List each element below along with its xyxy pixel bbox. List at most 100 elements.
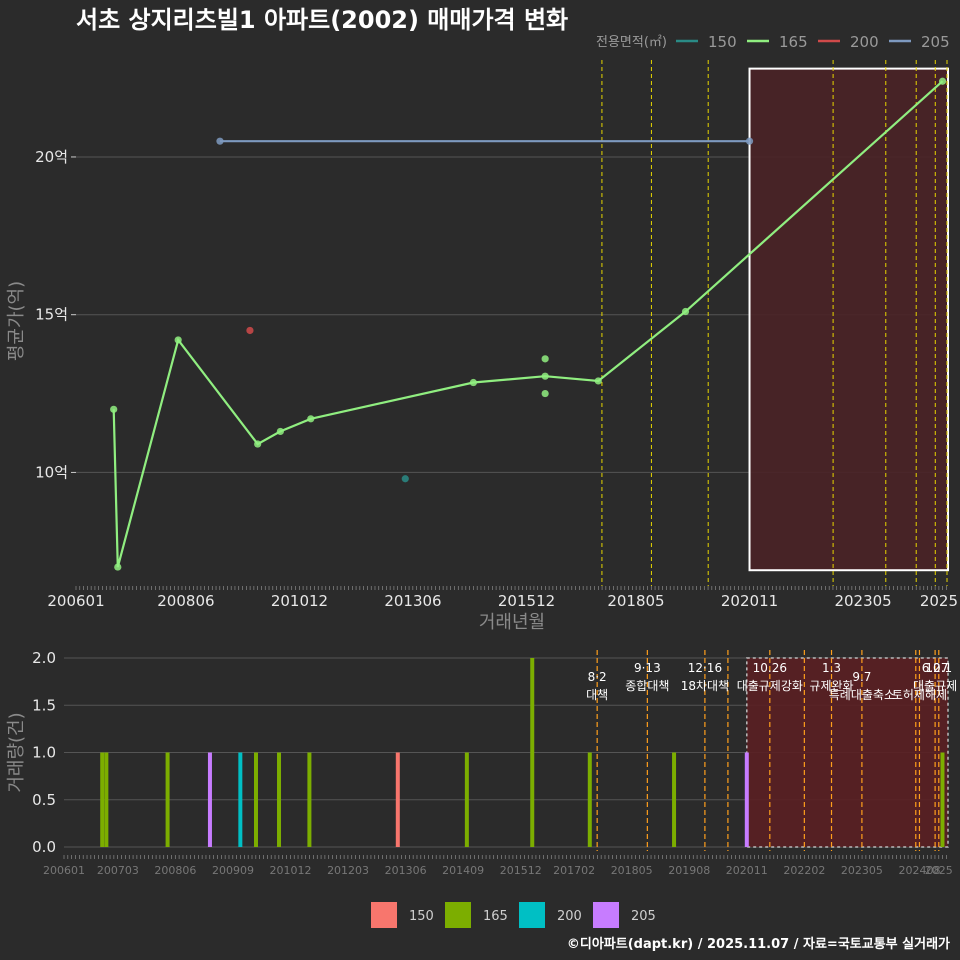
legend-key-200 xyxy=(519,902,545,928)
x-tick-label: 201908 xyxy=(668,864,710,877)
legend-label-150: 150 xyxy=(409,909,434,924)
data-point-165 xyxy=(307,415,315,423)
bar-150 xyxy=(395,752,400,847)
bar-165 xyxy=(253,752,258,847)
y-tick-label: 0.0 xyxy=(32,838,56,856)
data-point-165_extra xyxy=(541,389,549,398)
data-point-165 xyxy=(469,378,477,387)
annotation-date: 6.27 xyxy=(922,661,949,675)
x-tick-label: 201512 xyxy=(498,592,555,610)
x-tick-label: 202202 xyxy=(783,864,825,877)
annotation-label: 규제완화 xyxy=(809,679,853,693)
price-plot: 10억 15억 20억 200601 200806 201012 201306 201512 2… xyxy=(6,60,958,633)
data-point-200 xyxy=(246,326,254,335)
data-point-165 xyxy=(541,372,549,380)
volume-plot: 0.0 0.5 1.0 1.5 2.0 8·2 대책 9·13 종합대책 12·16 18차대책 10… xyxy=(6,649,957,877)
legend-label-200: 200 xyxy=(557,909,582,924)
legend-label-165: 165 xyxy=(483,909,508,924)
bar-165 xyxy=(100,752,105,847)
data-point-205 xyxy=(216,137,224,145)
x-tick-label: 201306 xyxy=(385,864,427,877)
annotation-label: 토허제해제 xyxy=(892,688,947,702)
bar-165 xyxy=(277,752,282,847)
legend-label-150: 150 xyxy=(708,33,737,51)
data-point-165 xyxy=(174,336,182,344)
data-point-165 xyxy=(681,307,690,316)
x-tick-label: 200703 xyxy=(97,864,139,877)
bar-205 xyxy=(744,752,749,847)
x-tick-label: 201805 xyxy=(611,864,653,877)
y-tick-label: 1.5 xyxy=(32,696,56,714)
x-tick-label: 202305 xyxy=(841,864,883,877)
data-point-150 xyxy=(401,475,409,483)
data-point-165 xyxy=(938,77,947,85)
y-tick-label: 20억 xyxy=(35,148,68,166)
x-tick-label: 201409 xyxy=(442,864,484,877)
bar-205 xyxy=(207,752,212,847)
x-tick-label: 201012 xyxy=(270,864,312,877)
bar-165 xyxy=(307,752,312,847)
legend-key-205 xyxy=(593,902,619,928)
x-tick-label: 202011 xyxy=(721,592,778,610)
x-tick-label: 200806 xyxy=(154,864,196,877)
x-tick-label: 2025 xyxy=(925,864,953,877)
x-tick-label: 201203 xyxy=(327,864,369,877)
annotation-date: 1.3 xyxy=(822,661,841,675)
policy-highlight-region xyxy=(746,657,949,848)
y-axis-title: 평균가(억) xyxy=(6,281,27,361)
bar-165 xyxy=(165,752,170,847)
data-point-165 xyxy=(594,377,602,385)
chart-title: 서초 상지리츠빌1 아파트(2002) 매매가격 변화 xyxy=(76,6,568,34)
legend-label-205: 205 xyxy=(631,909,656,924)
annotation-label: 대책 xyxy=(586,687,608,702)
annotation-date: 12·16 xyxy=(688,661,722,675)
policy-highlight-region xyxy=(748,67,950,572)
data-point-165_extra xyxy=(541,355,549,363)
annotation-date: 9·13 xyxy=(634,661,661,675)
bar-165 xyxy=(672,752,677,847)
annotation-label: 대출규제 xyxy=(913,679,957,693)
x-tick-label: 200601 xyxy=(47,592,104,610)
x-tick-label: 200909 xyxy=(212,864,254,877)
legend-title: 전용면적(㎡) xyxy=(596,35,667,50)
annotation-date: 9.7 xyxy=(852,670,871,684)
annotation-label: 18차대책 xyxy=(681,678,729,693)
x-tick-label: 202011 xyxy=(726,864,768,877)
bottom-legend: 150 165 200 205 xyxy=(371,902,656,928)
annotation-label: 대출규제강화 xyxy=(737,679,803,693)
annotation-label: 특례대출축소 xyxy=(829,688,895,702)
bar-165 xyxy=(464,752,469,847)
x-tick-label: 200806 xyxy=(157,592,214,610)
bar-165 xyxy=(587,752,592,847)
annotation-date: 10.26 xyxy=(753,661,787,675)
legend-key-165 xyxy=(445,902,471,928)
x-tick-label: 201702 xyxy=(553,864,595,877)
bar-165 xyxy=(530,658,535,847)
annotation-label: 종합대책 xyxy=(625,678,669,693)
bar-165 xyxy=(104,752,109,847)
data-point-165 xyxy=(110,405,118,413)
y-tick-label: 0.5 xyxy=(32,791,56,809)
data-point-165 xyxy=(254,440,262,448)
footer-credit: ©디아파트(dapt.kr) / 2025.11.07 / 자료=국토교통부 실… xyxy=(567,936,950,952)
legend-label-165: 165 xyxy=(779,33,808,51)
x-tick-label: 201805 xyxy=(607,592,664,610)
legend-key-150 xyxy=(371,902,397,928)
legend-label-205: 205 xyxy=(921,33,950,51)
x-tick-label: 200601 xyxy=(43,864,85,877)
y-tick-label: 2.0 xyxy=(32,649,56,667)
y-tick-label: 10억 xyxy=(35,463,68,481)
y-tick-label: 15억 xyxy=(35,306,68,324)
x-tick-label: 201306 xyxy=(384,592,441,610)
data-point-205 xyxy=(745,137,754,145)
x-tick-label: 201512 xyxy=(500,864,542,877)
annotation-date: 10.1 xyxy=(925,661,952,675)
legend-label-200: 200 xyxy=(850,33,879,51)
x-tick-label: 2025 xyxy=(920,592,958,610)
x-tick-label: 202408 xyxy=(898,864,940,877)
x-tick-label: 202305 xyxy=(834,592,891,610)
top-legend: 150 165 200 205 xyxy=(676,33,950,51)
data-point-165 xyxy=(114,563,122,571)
y-tick-label: 1.0 xyxy=(32,744,56,762)
